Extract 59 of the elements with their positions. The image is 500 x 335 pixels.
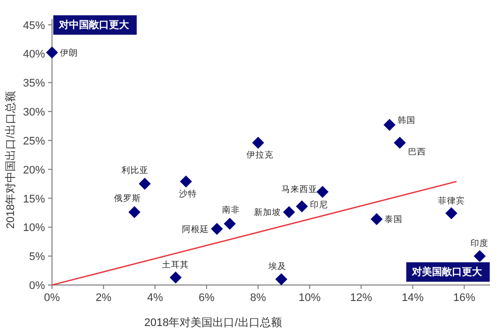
x-tick-label: 8%: [250, 292, 266, 304]
point: [370, 213, 383, 226]
y-axis-title: 2018年对中国出口/出口总额: [4, 91, 17, 229]
annotation: 对美国敞口更大: [411, 266, 483, 278]
x-tick-label: 6%: [198, 292, 215, 304]
x-tick-label: 10%: [298, 292, 321, 304]
x-tick-label: 12%: [350, 292, 372, 304]
point: [394, 136, 406, 149]
y-tick-label: 15%: [22, 193, 46, 206]
y-tick-label: 25%: [22, 135, 46, 148]
point: [128, 206, 140, 218]
point: [138, 178, 151, 190]
series-label: 沙特: [178, 188, 197, 198]
annotation: 对中国敞口更大: [52, 14, 138, 36]
y-tick-label: 40%: [22, 48, 46, 61]
point: [275, 273, 288, 286]
point: [445, 207, 458, 220]
y-tick-label: 35%: [22, 78, 46, 90]
y-tick-label: 30%: [22, 106, 46, 119]
point: [210, 222, 223, 235]
annotation: 对美国敞口更大: [406, 262, 490, 282]
series-label: 埃及: [267, 261, 286, 272]
point: [384, 118, 396, 131]
annotation: 对中国敞口更大: [58, 19, 130, 31]
y-tick-label: 10%: [22, 222, 46, 234]
point: [170, 271, 182, 284]
x-tick-label: 2%: [96, 292, 112, 304]
series-label: 伊朗: [60, 48, 78, 58]
series-label: 南非: [222, 204, 240, 215]
point: [180, 175, 192, 188]
series-label: 菲律宾: [438, 195, 465, 206]
x-tick-label: 16%: [453, 292, 476, 304]
y-tick-label: 20%: [22, 164, 46, 176]
point: [474, 250, 486, 262]
x-tick-label: 4%: [147, 292, 164, 304]
point: [296, 200, 308, 212]
series-label: 印尼: [310, 199, 328, 210]
series-label: 伊拉克: [246, 150, 274, 160]
point: [252, 136, 264, 149]
series-label: 韩国: [398, 114, 416, 125]
series-label: 印度: [470, 238, 489, 248]
y-tick-label: 0%: [29, 280, 46, 292]
point: [283, 206, 296, 218]
series-label: 巴西: [408, 146, 426, 157]
series-label: 俄罗斯: [114, 193, 141, 204]
x-axis-title: 2018年对美国出口/出口总额: [144, 316, 282, 329]
point: [316, 186, 329, 198]
series-label: 利比亚: [121, 164, 148, 175]
point: [224, 218, 236, 230]
series-label: 土耳其: [162, 259, 190, 270]
series-label: 泰国: [384, 214, 403, 224]
series-label: 马来西亚: [282, 184, 318, 194]
x-tick-label: 14%: [402, 292, 424, 304]
series-label: 阿根廷: [182, 224, 209, 234]
series-label: 新加坡: [254, 207, 282, 218]
point: [46, 46, 58, 59]
y-tick-label: 45%: [22, 20, 46, 32]
y-tick-label: 5%: [29, 251, 46, 264]
x-tick-label: 0%: [44, 292, 60, 304]
